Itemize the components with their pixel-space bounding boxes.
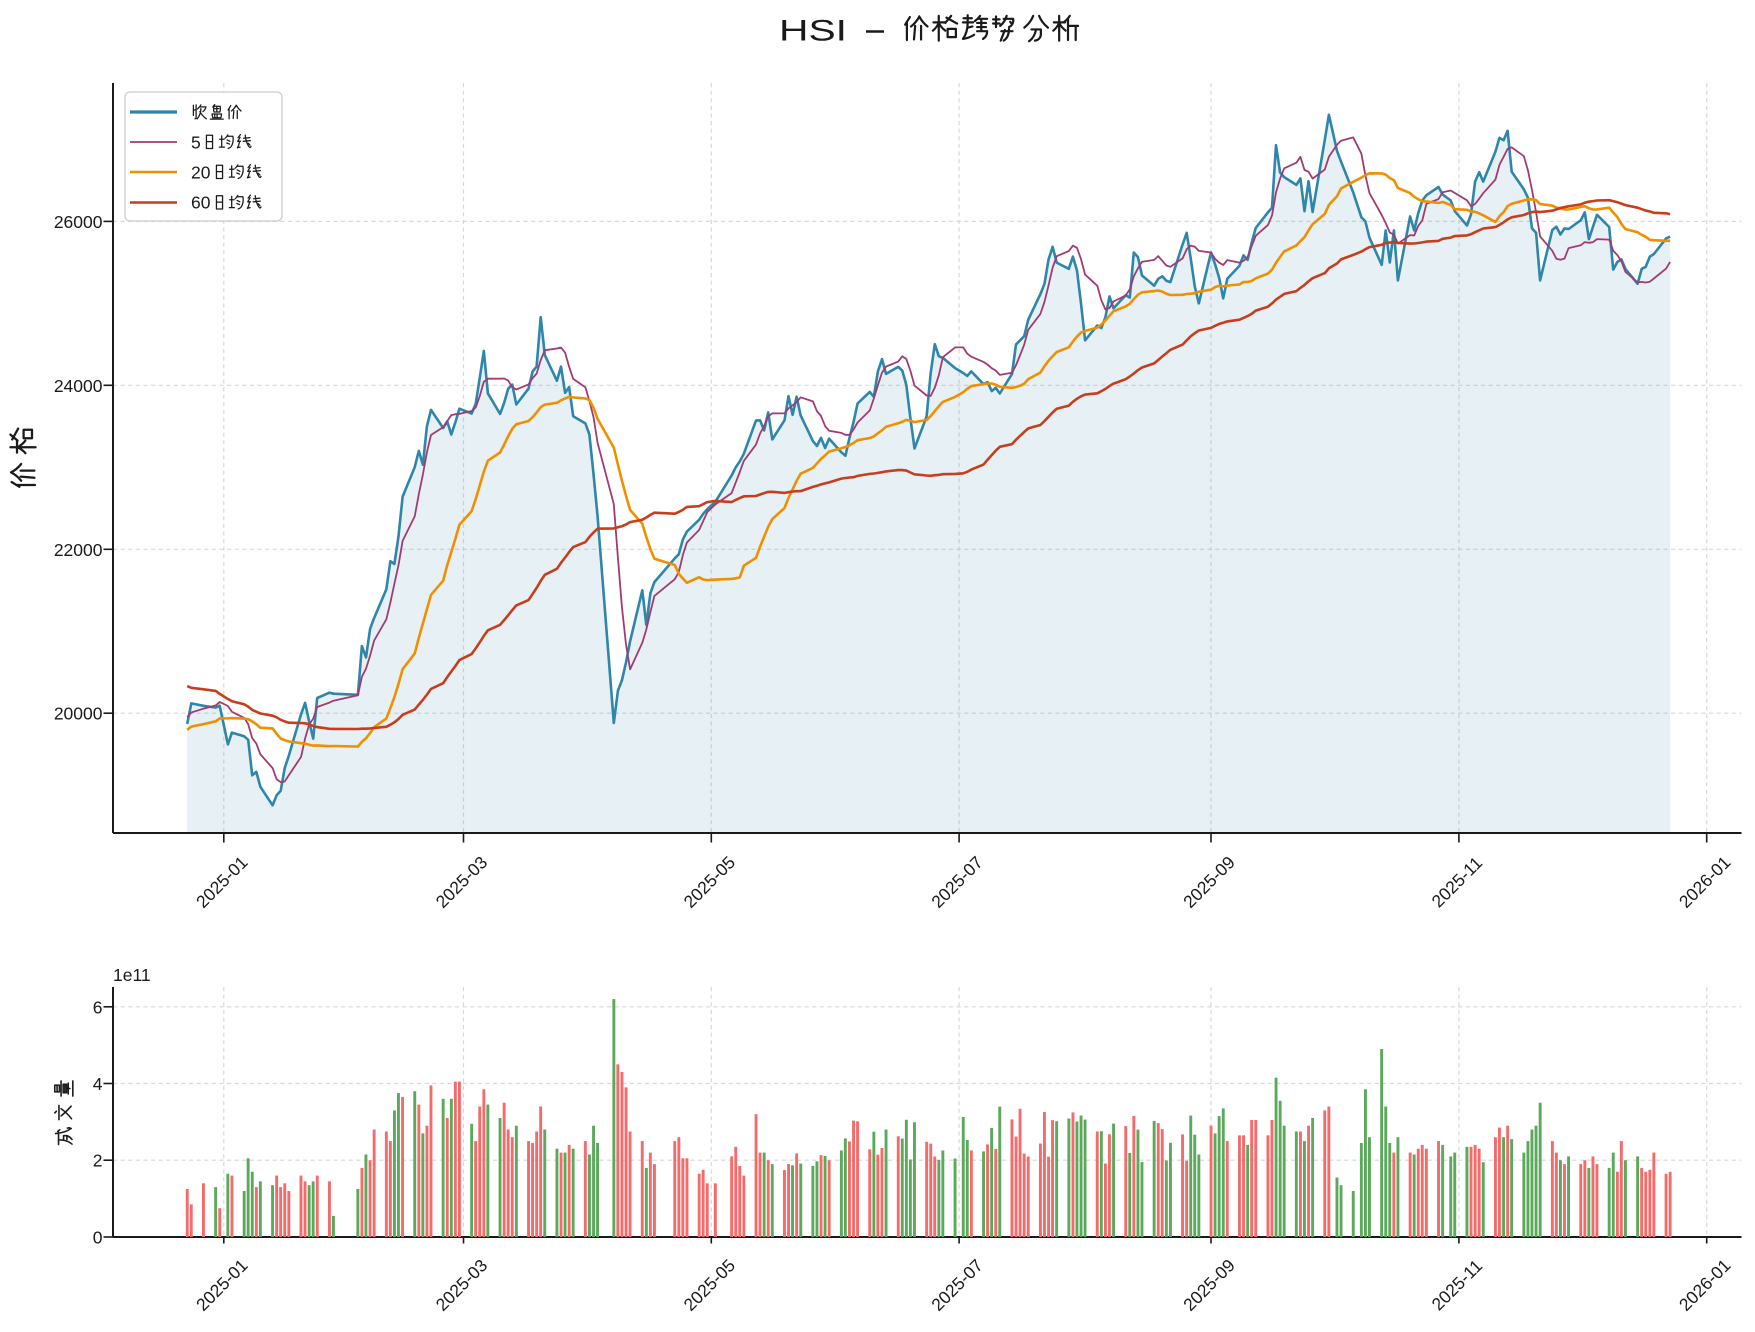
svg-text:HSI: HSI [779,15,847,48]
svg-text:6: 6 [93,997,103,1017]
svg-text:60: 60 [191,193,211,213]
svg-text:20: 20 [191,163,211,183]
svg-text:22000: 22000 [54,540,103,560]
svg-text:20000: 20000 [54,704,103,724]
svg-text:0: 0 [93,1228,103,1248]
svg-text:2: 2 [93,1151,103,1171]
svg-text:5: 5 [191,133,201,153]
svg-text:1e11: 1e11 [113,965,151,985]
svg-text:26000: 26000 [54,212,103,232]
svg-text:24000: 24000 [54,376,103,396]
svg-text:4: 4 [93,1074,103,1094]
